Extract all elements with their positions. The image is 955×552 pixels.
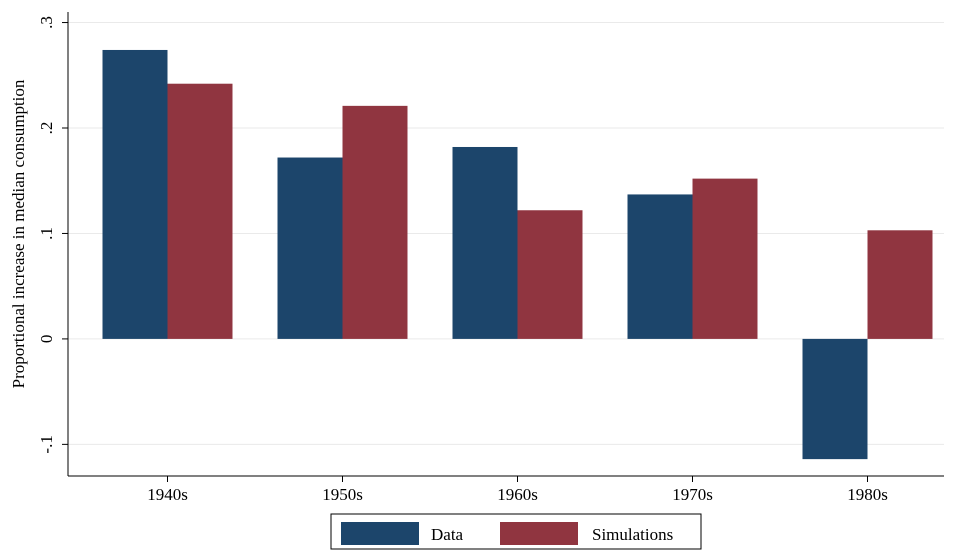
x-tick-label: 1950s [322,485,363,504]
bar-simulations-1980s [867,230,933,339]
y-tick-label: .3 [37,16,56,29]
bar-simulations-1950s [342,105,408,339]
y-axis-title: Proportional increase in median consumpt… [9,79,28,388]
x-axis-ticks: 1940s 1950s 1960s 1970s 1980s [147,476,888,504]
y-tick-label: .1 [37,227,56,240]
x-tick-label: 1970s [672,485,713,504]
legend-label-simulations: Simulations [592,525,673,544]
bars [102,49,933,460]
legend-swatch-simulations [500,522,578,545]
x-tick-label: 1980s [847,485,888,504]
bar-simulations-1970s [692,178,758,339]
x-tick-label: 1960s [497,485,538,504]
bar-data-1950s [277,157,343,339]
y-axis-ticks: -.1 0 .1 .2 .3 [37,16,68,454]
bar-simulations-1960s [517,210,583,339]
x-tick-label: 1940s [147,485,188,504]
bar-data-1980s [802,338,868,460]
bar-data-1940s [102,49,168,339]
legend-label-data: Data [431,525,464,544]
y-tick-label: .2 [37,122,56,135]
bar-data-1970s [627,194,693,339]
legend: Data Simulations [330,513,702,550]
y-tick-label: -.1 [37,435,56,453]
y-tick-label: 0 [37,335,56,344]
bar-simulations-1940s [167,83,233,339]
legend-swatch-data [341,522,419,545]
bar-data-1960s [452,146,518,339]
